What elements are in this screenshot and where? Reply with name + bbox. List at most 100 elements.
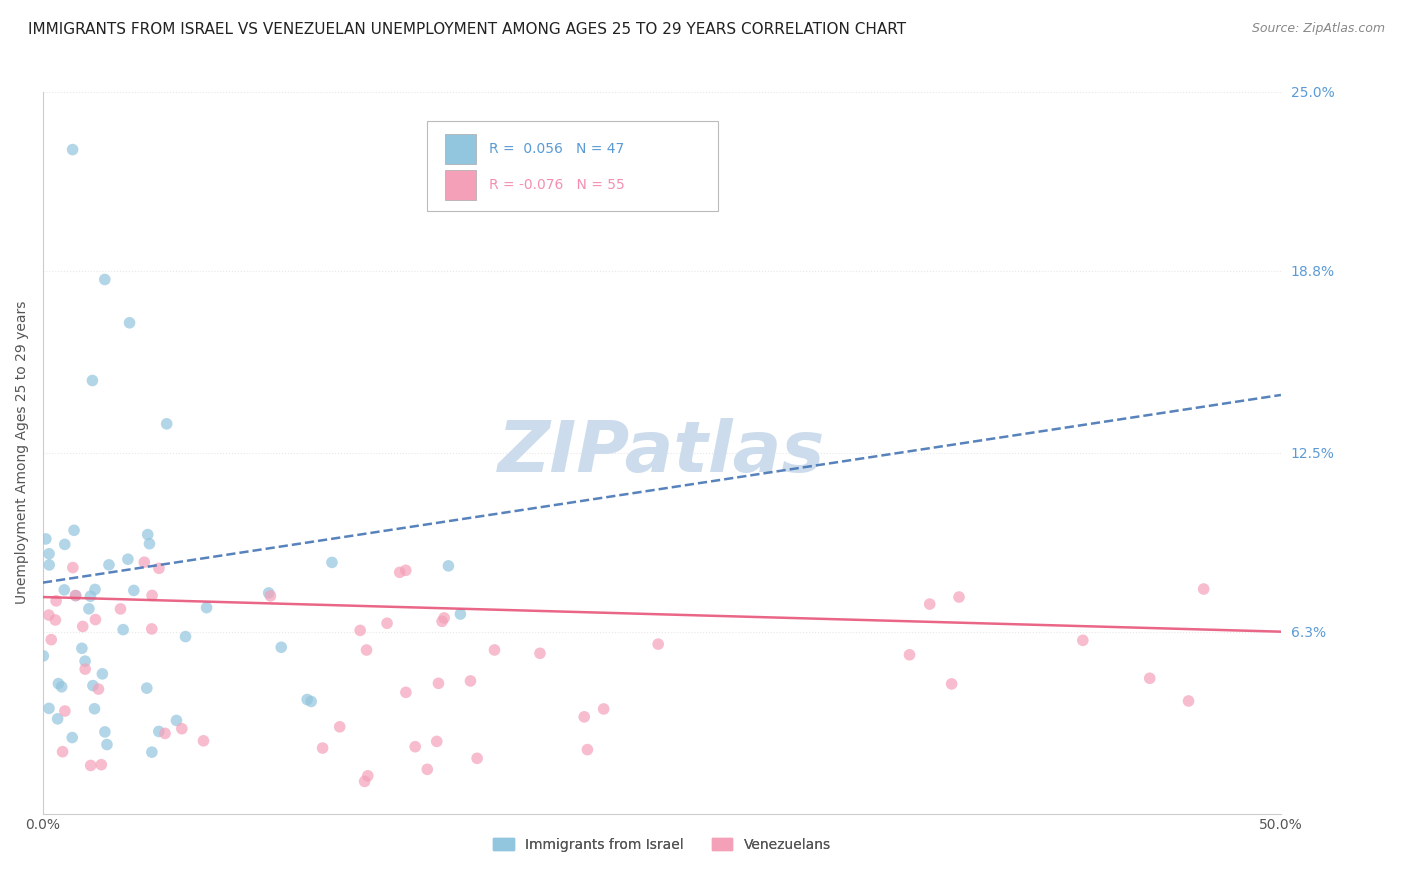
Point [134,555,156,569]
Point [80,758,103,772]
Point [430,615,453,629]
Point [65,589,87,603]
Point [1071,633,1094,648]
Point [94,272,117,286]
Point [174,630,197,644]
Point [53,582,76,597]
Point [465,751,488,765]
Point [96,738,118,752]
Point [94,725,117,739]
Point [166,714,188,728]
Point [141,589,163,603]
Point [38,701,60,715]
Point [53,537,76,551]
Point [1192,582,1215,596]
Y-axis label: Unemployment Among Ages 25 to 29 years: Unemployment Among Ages 25 to 29 years [15,301,30,605]
Point [941,677,963,691]
FancyBboxPatch shape [446,169,477,200]
Point [416,762,439,776]
Point [484,643,506,657]
Point [898,648,921,662]
Point [195,600,218,615]
Point [257,586,280,600]
Point [75,654,97,668]
Point [1139,671,1161,685]
Point [574,710,596,724]
Point [153,726,176,740]
Point [84,613,107,627]
Point [141,622,163,636]
Point [79,589,101,603]
Point [70,641,93,656]
Point [460,673,482,688]
Point [329,720,352,734]
Point [427,676,450,690]
Point [38,547,60,561]
Point [39,632,62,647]
Point [91,666,114,681]
Point [426,734,449,748]
Point [45,594,67,608]
Point [193,734,215,748]
Point [388,566,411,580]
Text: IMMIGRANTS FROM ISRAEL VS VENEZUELAN UNEMPLOYMENT AMONG AGES 25 TO 29 YEARS CORR: IMMIGRANTS FROM ISRAEL VS VENEZUELAN UNE… [28,22,907,37]
Point [270,640,292,655]
Point [449,607,471,621]
Point [395,563,418,577]
Point [122,583,145,598]
Point [82,374,104,388]
Point [395,685,418,699]
Point [53,704,76,718]
Point [82,679,104,693]
Point [60,731,83,745]
Point [1177,694,1199,708]
Point [295,692,318,706]
FancyBboxPatch shape [426,120,717,211]
Point [44,613,66,627]
Point [65,589,87,603]
Point [38,608,60,623]
Point [75,662,97,676]
Point [77,601,100,615]
Point [63,524,86,538]
Point [647,637,669,651]
Point [321,555,343,569]
Point [311,741,333,756]
Point [118,316,141,330]
Point [87,682,110,697]
Point [141,745,163,759]
Point [353,774,375,789]
Point [135,681,157,695]
Point [918,597,941,611]
Point [433,611,456,625]
Point [84,582,107,597]
Point [259,589,281,603]
Point [148,561,170,575]
Point [62,560,84,574]
Text: R =  0.056   N = 47: R = 0.056 N = 47 [488,142,624,156]
Point [356,643,378,657]
Point [51,680,73,694]
Point [38,558,60,572]
Point [592,702,614,716]
Point [110,602,132,616]
Point [148,724,170,739]
Point [948,590,970,604]
Point [299,694,322,708]
Point [437,558,460,573]
Point [72,619,94,633]
Point [32,648,55,663]
Point [138,537,160,551]
Text: Source: ZipAtlas.com: Source: ZipAtlas.com [1251,22,1385,36]
Point [170,722,193,736]
Point [52,745,75,759]
Point [404,739,426,754]
Point [156,417,179,431]
Point [35,532,58,546]
Point [112,623,135,637]
Point [349,624,371,638]
Point [46,712,69,726]
Point [529,646,551,660]
Point [90,757,112,772]
Point [62,143,84,157]
